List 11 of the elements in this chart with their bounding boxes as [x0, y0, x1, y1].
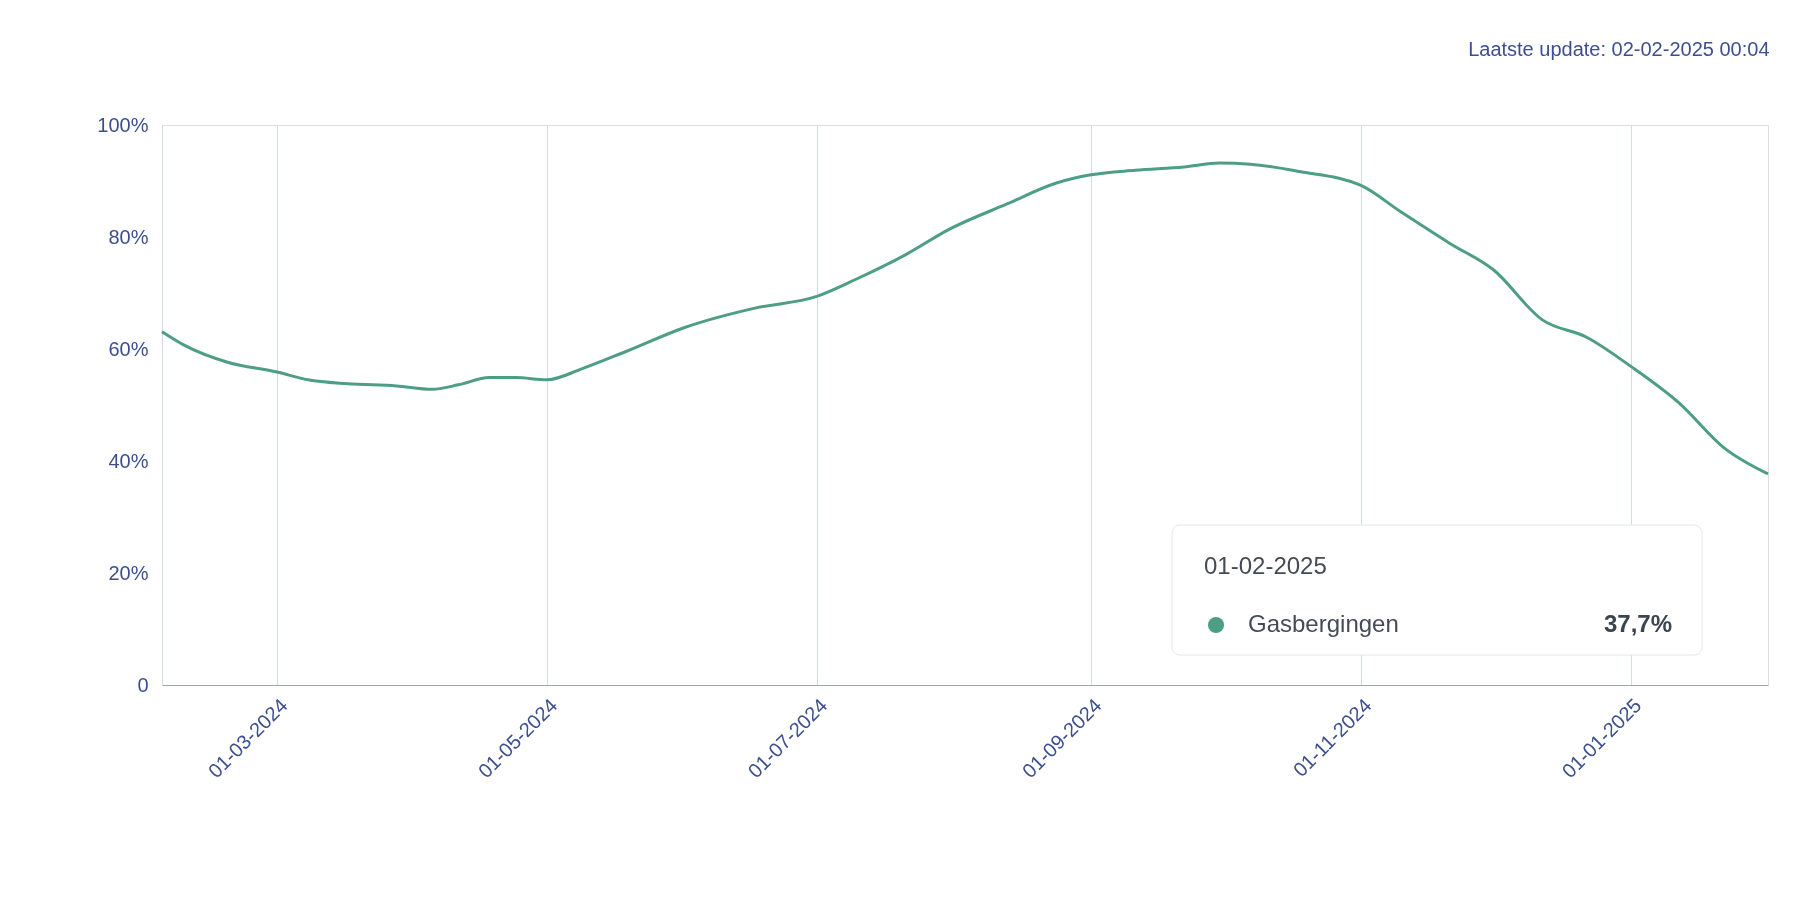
annotation: 37,7%	[1603, 610, 1672, 637]
y-tick-label: 60%	[108, 337, 149, 360]
y-tick-label: 40%	[108, 449, 149, 472]
line-series	[160, 161, 1770, 476]
y-tick-label: 0	[137, 673, 149, 696]
legend-label: Gasbergingen	[1248, 610, 1399, 637]
y-tick-label: 80%	[108, 225, 149, 248]
y-tick-label: 20%	[108, 561, 149, 584]
y-tick-label: 100%	[97, 113, 149, 136]
text: Laatste update: 02-02-2025 00:04	[1468, 38, 1770, 60]
annotation: 01-02-2025	[1204, 552, 1327, 579]
